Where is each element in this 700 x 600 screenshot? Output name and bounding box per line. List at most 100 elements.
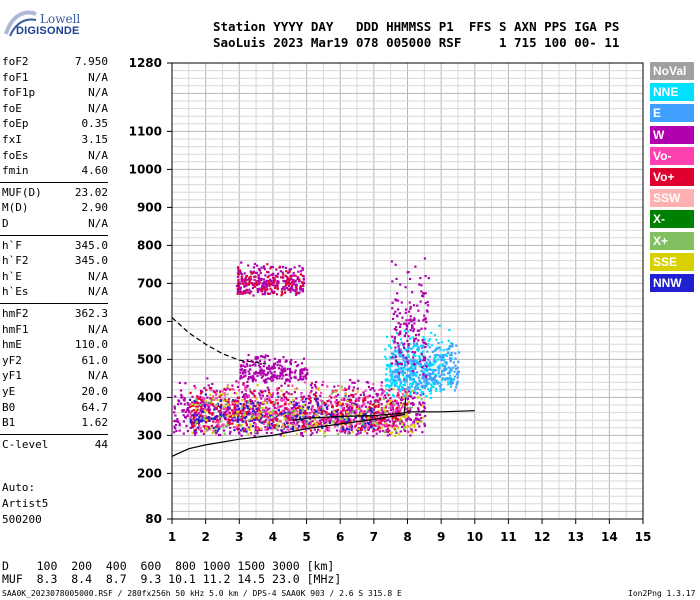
echo-point — [385, 400, 388, 403]
echo-point — [407, 369, 410, 372]
echo-point — [294, 293, 298, 296]
echo-point — [409, 359, 412, 362]
echo-point — [411, 431, 414, 434]
param-row: fxI 3.15 — [2, 133, 108, 149]
param-value: 0.35 — [81, 117, 109, 131]
echo-point — [287, 429, 290, 432]
echo-point — [307, 407, 310, 410]
echo-point — [307, 424, 310, 428]
echo-point — [310, 390, 313, 393]
echo-point — [250, 359, 253, 363]
echo-point — [435, 387, 438, 390]
echo-point — [278, 266, 281, 269]
echo-point — [426, 350, 429, 353]
echo-point — [301, 288, 304, 291]
echo-point — [399, 355, 402, 358]
echo-point — [399, 382, 403, 385]
echo-point — [218, 425, 221, 428]
echo-point — [420, 351, 423, 354]
echo-point — [331, 389, 334, 392]
echo-point — [386, 434, 389, 437]
echo-point — [235, 392, 238, 395]
echo-point — [191, 395, 194, 398]
echo-point — [246, 400, 249, 403]
echo-point — [343, 389, 346, 392]
echo-point — [385, 335, 389, 338]
echo-point — [200, 420, 203, 423]
echo-point — [385, 429, 388, 432]
echo-point — [195, 398, 198, 401]
echo-point — [430, 372, 433, 375]
echo-point — [232, 426, 236, 429]
echo-point — [301, 421, 304, 424]
echo-point — [173, 411, 176, 414]
echo-point — [412, 373, 415, 376]
echo-point — [208, 412, 211, 415]
echo-point — [236, 396, 239, 399]
echo-point — [256, 374, 259, 377]
echo-point — [448, 354, 452, 357]
echo-point — [260, 397, 263, 400]
echo-point — [241, 427, 245, 430]
echo-point — [307, 406, 310, 409]
echo-point — [402, 402, 405, 406]
echo-point — [247, 412, 251, 415]
echo-point — [313, 408, 316, 412]
echo-point — [412, 372, 415, 375]
echo-point — [196, 405, 199, 408]
echo-point — [412, 364, 415, 367]
echo-point — [301, 274, 304, 277]
echo-point — [347, 418, 351, 421]
echo-point — [279, 372, 282, 375]
echo-point — [447, 383, 450, 386]
echo-point — [454, 364, 457, 367]
echo-point — [262, 355, 265, 358]
echo-point — [413, 322, 416, 325]
echo-point — [248, 276, 251, 279]
echo-point — [389, 399, 392, 402]
echo-point — [177, 403, 180, 406]
echo-point — [259, 370, 262, 373]
echo-point — [341, 398, 344, 401]
echo-point — [316, 410, 319, 413]
echo-point — [343, 397, 346, 400]
echo-point — [259, 401, 262, 404]
param-row: fmin 4.60 — [2, 164, 108, 180]
echo-point — [427, 358, 430, 361]
echo-point — [348, 428, 351, 431]
echo-point — [257, 415, 260, 418]
echo-point — [260, 278, 263, 281]
echo-point — [208, 386, 211, 390]
echo-point — [336, 429, 339, 432]
echo-point — [401, 374, 404, 377]
echo-point — [361, 405, 364, 408]
echo-point — [318, 408, 322, 411]
echo-point — [252, 377, 255, 380]
echo-point — [376, 411, 379, 414]
echo-point — [248, 387, 251, 391]
echo-point — [292, 403, 295, 406]
echo-point — [390, 382, 394, 385]
echo-point — [276, 387, 279, 390]
echo-point — [266, 288, 269, 291]
echo-point — [289, 377, 292, 380]
echo-point — [256, 426, 259, 429]
echo-point — [294, 375, 297, 378]
echo-point — [397, 352, 400, 355]
echo-point — [425, 309, 428, 312]
echo-point — [272, 276, 275, 279]
echo-point — [199, 402, 202, 405]
echo-point — [418, 420, 421, 424]
echo-point — [256, 289, 260, 292]
echo-point — [328, 429, 331, 432]
echo-point — [315, 414, 318, 417]
echo-point — [421, 365, 424, 368]
echo-point — [341, 406, 344, 409]
echo-point — [385, 373, 388, 376]
echo-point — [382, 395, 386, 399]
echo-point — [173, 425, 176, 428]
echo-point — [394, 399, 397, 402]
echo-point — [216, 399, 219, 402]
echo-point — [197, 418, 200, 421]
echo-point — [237, 418, 240, 421]
